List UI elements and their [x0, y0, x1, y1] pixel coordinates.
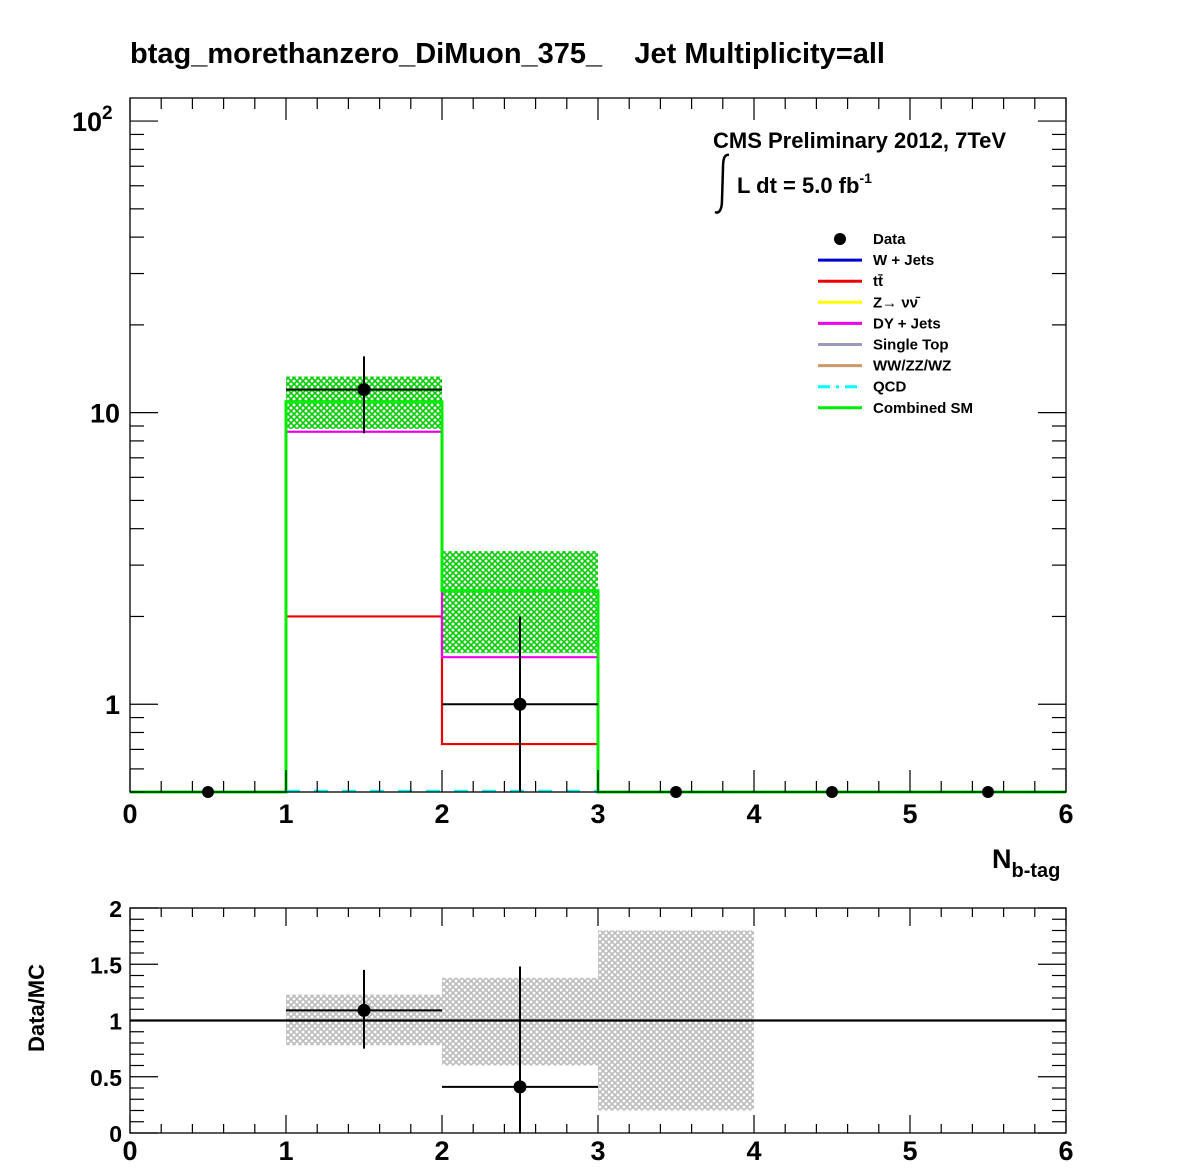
- ratio-x-tick-label: 5: [902, 1136, 917, 1166]
- y-tick-exponent: 2: [102, 103, 113, 124]
- legend-marker-data: [834, 233, 846, 245]
- ratio-y-tick-label: 0: [109, 1121, 122, 1147]
- ratio-data-points: [286, 966, 598, 1133]
- ratio-x-tick-label: 1: [278, 1136, 293, 1166]
- ratio-point: [357, 1003, 371, 1017]
- main-x-tick-labels: 0 1 2 3 4 5 6: [122, 799, 1073, 829]
- ratio-y-tick-labels: 0 0.5 1 1.5 2: [90, 896, 122, 1147]
- ratio-y-tick-label: 0.5: [90, 1065, 122, 1091]
- data-point: [357, 383, 371, 397]
- x-tick-label: 4: [746, 799, 761, 829]
- x-tick-label: 0: [122, 799, 137, 829]
- legend-label-combined: Combined SM: [873, 400, 973, 417]
- x-axis-title-sub: b-tag: [1012, 860, 1061, 882]
- ratio-x-tick-labels: 0 1 2 3 4 5 6: [122, 1136, 1073, 1166]
- integral-sign: [714, 153, 730, 214]
- legend-label-singletop: Single Top: [873, 337, 949, 354]
- chart-title: btag_morethanzero_DiMuon_375_ Jet Multip…: [130, 38, 885, 70]
- lumi-label: L dt = 5.0 fb-1: [737, 170, 872, 198]
- data-point: [513, 697, 527, 711]
- x-axis-title: Nb-tag: [992, 844, 1060, 882]
- legend-label-qcd: QCD: [873, 379, 907, 396]
- ratio-plot-frame: [129, 907, 1067, 1134]
- legend-label-dyjets: DY + Jets: [873, 315, 941, 332]
- main-series: [130, 400, 1066, 794]
- x-axis-title-main: N: [992, 844, 1012, 874]
- ratio-x-tick-label: 2: [434, 1136, 449, 1166]
- legend-label-znunu: Z→ νν̄: [873, 294, 921, 311]
- legend-label-data: Data: [873, 231, 906, 248]
- ratio-y-axis-title: Data/MC: [24, 964, 49, 1052]
- ratio-x-tick-label: 3: [590, 1136, 605, 1166]
- x-tick-label: 3: [590, 799, 605, 829]
- x-tick-label: 5: [902, 799, 917, 829]
- legend-label-ttbar: tt̄: [873, 273, 883, 290]
- y-tick-label: 10: [90, 399, 120, 429]
- ratio-x-tick-label: 0: [122, 1136, 137, 1166]
- ratio-y-tick-label: 2: [109, 896, 122, 922]
- series-combined: [130, 400, 1066, 794]
- ratio-x-tick-label: 4: [746, 1136, 761, 1166]
- main-plot-frame: [129, 97, 1067, 793]
- ratio-y-tick-label: 1.5: [90, 952, 122, 978]
- x-tick-label: 1: [278, 799, 293, 829]
- ratio-point: [513, 1080, 527, 1094]
- lumi-exponent: -1: [859, 170, 872, 186]
- ratio-y-tick-label: 1: [109, 1009, 122, 1035]
- y-tick-base: 10: [72, 107, 102, 137]
- legend-label-diboson: WW/ZZ/WZ: [873, 358, 951, 375]
- y-tick-label: 102: [72, 103, 113, 137]
- y-tick-label: 1: [105, 690, 120, 720]
- ratio-x-tick-label: 6: [1058, 1136, 1073, 1166]
- x-tick-label: 6: [1058, 799, 1073, 829]
- lumi-text: L dt = 5.0 fb: [737, 173, 859, 198]
- x-tick-label: 2: [434, 799, 449, 829]
- legend: Data W + Jets tt̄ Z→ νν̄ DY + Jets Single Top…: [818, 231, 973, 417]
- cms-label: CMS Preliminary 2012, 7TeV: [713, 128, 1006, 153]
- legend-label-wjets: W + Jets: [873, 252, 934, 269]
